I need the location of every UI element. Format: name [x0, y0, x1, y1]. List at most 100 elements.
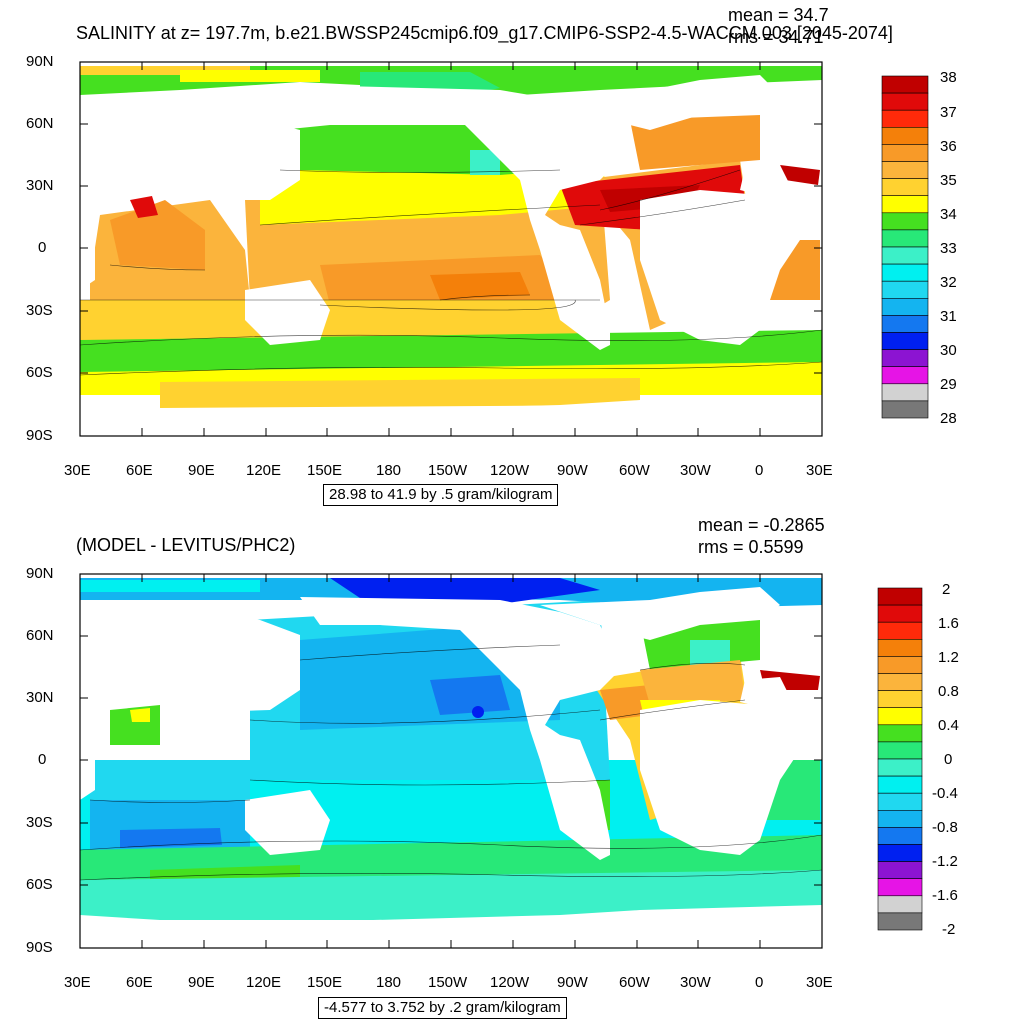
top-colorbar-swatch — [881, 263, 929, 282]
top-lat-label: 60S — [26, 364, 53, 381]
bottom-contour-range-box: -4.577 to 3.752 by .2 gram/kilogram — [318, 997, 567, 1019]
bottom-colorbar-swatch — [877, 656, 923, 674]
bottom-lat-label: 30S — [26, 814, 53, 831]
top-colorbar-swatch — [881, 178, 929, 197]
bottom-lon-label: 90E — [188, 974, 215, 991]
top-lon-label: 120E — [246, 462, 282, 479]
bottom-lon-label: 90W — [557, 974, 588, 991]
bottom-lon-label: 30E — [806, 974, 833, 991]
bottom-lon-label: 120W — [490, 974, 530, 991]
bottom-colorbar-swatch — [877, 707, 923, 726]
top-colorbar-label: 33 — [940, 240, 957, 257]
bottom-rms-label: rms = 0.5599 — [698, 537, 804, 557]
bottom-colorbar-swatch — [877, 690, 923, 708]
bottom-colorbar-label: 2 — [942, 581, 951, 598]
bottom-colorbar — [877, 587, 923, 931]
top-mean-label: mean = 34.7 — [728, 5, 829, 25]
bottom-lon-label: 60W — [619, 974, 650, 991]
bottom-colorbar-label: 1.2 — [938, 649, 959, 666]
bottom-map-fields — [80, 578, 822, 948]
bottom-lon-label: 30E — [64, 974, 91, 991]
top-colorbar-swatch — [881, 92, 929, 111]
bottom-colorbar-swatch — [877, 741, 923, 760]
bottom-map — [79, 573, 823, 949]
top-map — [79, 61, 823, 437]
bottom-lon-label: 120E — [246, 974, 282, 991]
bottom-map-title: (MODEL - LEVITUS/PHC2) — [76, 535, 296, 555]
top-colorbar-swatch — [881, 109, 929, 128]
top-lat-label: 90S — [26, 427, 53, 444]
bottom-colorbar-label: -1.6 — [932, 887, 958, 904]
bottom-colorbar-label: -0.8 — [932, 819, 958, 836]
bottom-lon-label: 30W — [680, 974, 711, 991]
bottom-lon-label: 0 — [755, 974, 764, 991]
top-colorbar-swatch — [881, 161, 929, 179]
top-colorbar-label: 28 — [940, 410, 957, 427]
top-colorbar-swatch — [881, 400, 929, 419]
top-colorbar-swatch — [881, 246, 929, 265]
top-lon-label: 150E — [307, 462, 343, 479]
top-lat-label: 90N — [26, 53, 54, 70]
bottom-colorbar-swatch — [877, 758, 923, 777]
bottom-colorbar-swatch — [877, 638, 923, 657]
bottom-lat-label: 90N — [26, 565, 54, 582]
bottom-colorbar-label: 0 — [944, 751, 953, 768]
bottom-colorbar-swatch — [877, 844, 923, 862]
bottom-lat-label: 60N — [26, 627, 54, 644]
bottom-lon-label: 60E — [126, 974, 153, 991]
top-colorbar-label: 37 — [940, 104, 957, 121]
top-colorbar-label: 38 — [940, 69, 957, 86]
top-lat-label: 30N — [26, 177, 54, 194]
bottom-colorbar-swatch — [877, 673, 923, 691]
bottom-colorbar-label: 0.4 — [938, 717, 959, 734]
bottom-lat-label: 90S — [26, 939, 53, 956]
top-colorbar-label: 34 — [940, 206, 957, 223]
top-lon-label: 180 — [376, 462, 402, 479]
top-lon-label: 90E — [188, 462, 215, 479]
bottom-mean-label: mean = -0.2865 — [698, 515, 825, 535]
top-map-title: SALINITY at z= 197.7m, b.e21.BWSSP245cmi… — [76, 23, 893, 43]
bottom-colorbar-label: -1.2 — [932, 853, 958, 870]
top-colorbar-swatch — [881, 195, 929, 214]
top-lat-label: 0 — [38, 239, 47, 256]
top-colorbar-swatch — [881, 383, 929, 402]
bottom-colorbar-swatch — [877, 621, 923, 640]
top-colorbar-label: 36 — [940, 138, 957, 155]
top-colorbar-label: 31 — [940, 308, 957, 325]
bottom-colorbar-swatch — [877, 809, 923, 828]
bottom-lat-label: 0 — [38, 751, 47, 768]
top-colorbar-swatch — [881, 297, 929, 316]
top-lon-label: 30E — [806, 462, 833, 479]
top-colorbar-swatch — [881, 144, 929, 162]
bottom-lat-label: 30N — [26, 689, 54, 706]
bottom-colorbar-swatch — [877, 827, 923, 845]
top-colorbar-swatch — [881, 366, 929, 385]
bottom-colorbar-swatch — [877, 878, 923, 897]
top-rms-label: rms = 34.71 — [728, 27, 824, 47]
bottom-colorbar-swatch — [877, 861, 923, 879]
top-colorbar-swatch — [881, 127, 929, 145]
top-colorbar-swatch — [881, 315, 929, 333]
bottom-colorbar-swatch — [877, 775, 923, 794]
bottom-colorbar-label: -0.4 — [932, 785, 958, 802]
top-colorbar-swatch — [881, 229, 929, 248]
bottom-colorbar-swatch — [877, 587, 923, 606]
bottom-colorbar-label: 1.6 — [938, 615, 959, 632]
bottom-lon-label: 150W — [428, 974, 468, 991]
top-lat-label: 30S — [26, 302, 53, 319]
top-colorbar-swatch — [881, 75, 929, 94]
top-colorbar-label: 35 — [940, 172, 957, 189]
bottom-colorbar-swatch — [877, 604, 923, 623]
top-lon-label: 60E — [126, 462, 153, 479]
top-lon-label: 30W — [680, 462, 711, 479]
bottom-colorbar-label: -2 — [942, 921, 956, 938]
bottom-lon-label: 180 — [376, 974, 402, 991]
top-lon-label: 150W — [428, 462, 468, 479]
top-lat-label: 60N — [26, 115, 54, 132]
bottom-colorbar-swatch — [877, 792, 923, 811]
top-colorbar-label: 30 — [940, 342, 957, 359]
top-colorbar-swatch — [881, 280, 929, 299]
bottom-colorbar-swatch — [877, 724, 923, 743]
top-map-fields — [80, 66, 822, 436]
